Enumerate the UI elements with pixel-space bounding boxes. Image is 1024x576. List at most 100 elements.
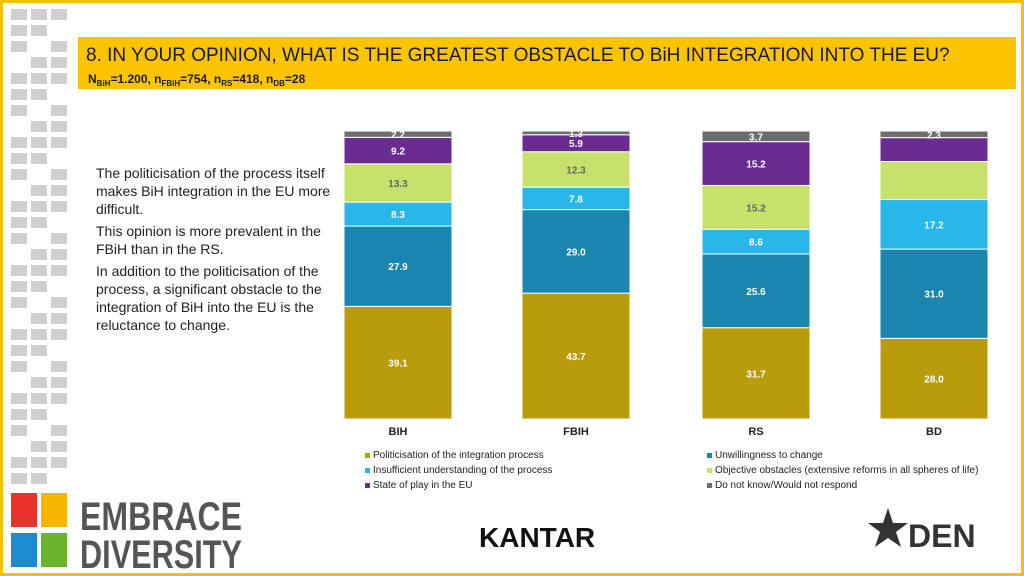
pattern-block [31,377,47,388]
data-label: 31.0 [924,290,944,301]
bar-segment [701,130,811,143]
data-label: 15.2 [746,203,766,214]
pattern-block [11,473,27,484]
data-label: 27.9 [388,262,408,273]
legend-label: State of play in the EU [373,480,473,491]
data-label: 15.2 [746,160,766,171]
pattern-block [51,105,67,116]
bar-segment [343,305,453,420]
pattern-block [11,217,27,228]
pattern-block [51,121,67,132]
pattern-block [51,185,67,196]
data-label: 13.3 [388,179,408,190]
pattern-block [11,25,27,36]
data-label: 39.1 [388,359,408,370]
pattern-block [31,73,47,84]
bar-segment [343,130,453,138]
bar-segment [879,161,989,201]
data-label: 12.3 [566,165,586,176]
x-tick-label: FBIH [563,426,589,438]
commentary-paragraph: The politicisation of the process itself… [96,165,331,217]
pattern-block [11,137,27,148]
pattern-block [11,73,27,84]
logo-text: KANTAR [479,522,595,553]
pattern-block [51,57,67,68]
bar-segment [343,163,453,203]
legend-label: Insufficient understanding of the proces… [373,465,552,476]
pattern-block [11,41,27,52]
logo-star [868,508,908,547]
pattern-block [11,9,27,20]
pattern-block [31,249,47,260]
pattern-block [31,25,47,36]
pattern-block [51,201,67,212]
legend-swatch [365,468,370,473]
pattern-block [31,393,47,404]
pattern-block [31,345,47,356]
pattern-block [31,201,47,212]
pattern-block [51,249,67,260]
pattern-block [11,329,27,340]
side-pattern [11,9,67,484]
bar-segment [521,292,631,420]
pattern-block [31,153,47,164]
data-label: 3.7 [749,132,763,143]
data-label: 43.7 [566,352,586,363]
bar-segment [701,184,811,230]
pattern-block [31,57,47,68]
bar-segment [521,209,631,294]
subscript: FBiH [162,79,181,88]
legend-label: Do not know/Would not respond [715,480,857,491]
data-label: 25.6 [746,287,766,298]
subscript: BiH [97,79,111,88]
bar-segment [701,253,811,329]
bar-segment [879,130,989,139]
logo-block [41,533,67,567]
pattern-block [31,121,47,132]
subtitle-part: =28 [285,72,306,86]
pattern-block [11,281,27,292]
pattern-block [11,105,27,116]
bar-segment [879,199,989,250]
data-label: 5.9 [569,139,583,150]
pattern-block [51,9,67,20]
logo-block [11,533,37,567]
pattern-block [51,393,67,404]
chart: 8. IN YOUR OPINION, WHAT IS THE GREATEST… [11,9,1016,573]
pattern-block [11,393,27,404]
bar-segment [701,327,811,420]
title-bar [78,37,1016,89]
pattern-block [11,169,27,180]
title: 8. IN YOUR OPINION, WHAT IS THE GREATEST… [86,45,950,66]
x-tick-label: BD [926,426,942,438]
data-label: 1.3 [569,129,583,140]
pattern-block [31,473,47,484]
subtitle-part: N [88,72,97,86]
pattern-block [31,457,47,468]
bar-segment [521,130,631,136]
pattern-block [31,313,47,324]
pattern-block [51,137,67,148]
pattern-block [31,217,47,228]
pattern-block [51,441,67,452]
pattern-block [51,361,67,372]
logo-block [11,493,37,527]
pattern-block [11,425,27,436]
subtitle: NBiH=1.200, nFBiH=754, nRS=418, nDB=28 [88,72,306,88]
data-label: 31.7 [746,369,766,380]
commentary-paragraph: In addition to the politicisation of the… [96,263,322,333]
pattern-block [51,329,67,340]
subscript: RS [221,79,233,88]
pattern-block [11,361,27,372]
pattern-block [51,73,67,84]
pattern-block [31,329,47,340]
pattern-block [31,137,47,148]
legend-label: Objective obstacles (extensive reforms i… [715,465,978,476]
logo-block [41,493,67,527]
pattern-block [51,377,67,388]
data-label: 29.0 [566,247,586,258]
data-label: 28.0 [924,375,944,386]
pattern-block [11,233,27,244]
data-label: 2.3 [927,130,941,141]
